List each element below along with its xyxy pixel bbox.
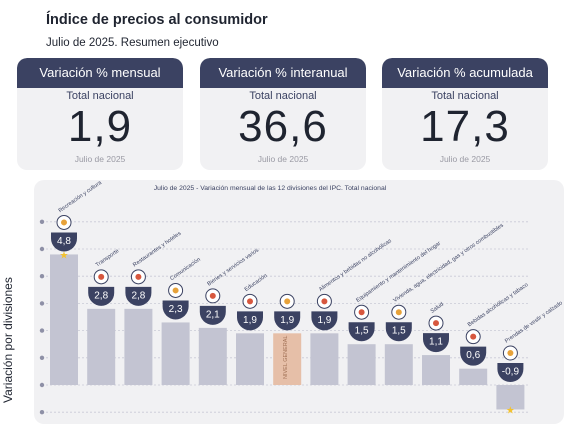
basket-icon-accent: [284, 298, 291, 305]
page-title: Índice de precios al consumidor: [46, 12, 268, 28]
phone-icon-accent: [172, 287, 179, 294]
bar: [124, 308, 153, 385]
bar: [198, 327, 227, 385]
card-monthly: Variación % mensual Total nacional 1,9 J…: [17, 58, 183, 170]
grid-tick: [39, 219, 45, 224]
value-label: 2,8: [94, 290, 108, 301]
category-label: Recreación y cultura: [58, 179, 104, 214]
bar: [236, 333, 264, 385]
car-icon-accent: [98, 273, 105, 280]
value-badge: [199, 305, 226, 325]
value-label: 4,8: [57, 236, 71, 247]
value-badge: [162, 300, 189, 320]
value-label: 2,8: [131, 290, 145, 301]
bar: [161, 322, 190, 385]
value-label: -0,9: [502, 367, 520, 378]
category-label: Restaurantes y hoteles: [132, 231, 182, 269]
grid-tick: [39, 274, 45, 279]
star-icon: ★: [60, 250, 69, 261]
value-label: 1,9: [243, 315, 257, 326]
book-icon-accent: [247, 298, 253, 305]
bar: [459, 368, 488, 385]
card-period: Julio de 2025: [439, 154, 491, 164]
grid-tick: [39, 301, 45, 306]
card-yearly: Variación % interanual Total nacional 36…: [200, 58, 366, 170]
bar: [422, 355, 450, 385]
card-value: 17,3: [420, 102, 510, 151]
value-label: 1,5: [392, 326, 406, 337]
value-label: 0,6: [466, 350, 480, 361]
grid-tick: [39, 246, 45, 252]
party-hat-icon-accent: [61, 219, 67, 226]
bar-inner-label: NIVEL GENERAL: [283, 335, 289, 379]
card-scope: Total nacional: [431, 90, 499, 102]
bar: [87, 308, 116, 385]
value-badge: [311, 311, 338, 331]
grid-tick: [39, 382, 45, 388]
card-title: Variación % mensual: [17, 58, 183, 88]
card-period: Julio de 2025: [257, 154, 309, 164]
category-label: Transporte: [95, 248, 120, 268]
value-badge: [423, 333, 449, 353]
value-label: 2,3: [169, 304, 183, 315]
value-label: 1,1: [429, 337, 443, 348]
bar: [50, 254, 78, 385]
bar: [347, 344, 376, 385]
star-icon: ★: [506, 405, 515, 416]
card-period: Julio de 2025: [74, 154, 126, 164]
bar: [496, 385, 525, 410]
bar: [384, 344, 413, 385]
bar: [273, 333, 302, 385]
value-badge: [51, 232, 77, 252]
value-badge: [348, 322, 375, 342]
pot-icon-accent: [358, 309, 365, 316]
card-scope: Total nacional: [249, 90, 317, 102]
basket-icon-accent: [321, 298, 328, 305]
value-label: 2,1: [206, 309, 220, 320]
dish-icon-accent: [135, 273, 142, 280]
bulb-icon-accent: [395, 309, 402, 316]
card-value: 1,9: [67, 102, 133, 151]
value-badge: [125, 286, 152, 306]
card-title: Variación % interanual: [200, 58, 366, 88]
bottle-icon-accent: [470, 333, 477, 340]
value-badge: [385, 322, 412, 342]
value-badge: [88, 286, 115, 306]
value-badge: [460, 346, 487, 366]
shirt-icon-accent: [507, 350, 514, 356]
value-badge: [274, 311, 301, 331]
card-title: Variación % acumulada: [382, 58, 548, 88]
value-label: 1,5: [355, 326, 369, 337]
card-scope: Total nacional: [66, 90, 134, 102]
health-cross-icon-accent: [433, 320, 439, 327]
chart-title: Julio de 2025 - Variación mensual de las…: [154, 185, 387, 192]
value-badge: [497, 363, 524, 383]
bar: [310, 333, 339, 385]
value-label: 1,9: [317, 315, 331, 326]
grid-tick: [39, 328, 45, 333]
category-label: Prendas de vestir y calzado: [504, 300, 564, 344]
category-label: Bebidas alcohólicas y tabaco: [467, 282, 530, 328]
grid-tick: [39, 410, 45, 415]
value-badge: [237, 311, 263, 331]
value-label: 1,9: [280, 315, 294, 326]
card-value: 36,6: [238, 102, 328, 151]
grid-tick: [39, 355, 45, 360]
category-label: Comunicación: [169, 257, 201, 282]
page-subtitle: Julio de 2025. Resumen ejecutivo: [46, 37, 219, 49]
scissors-icon-accent: [209, 292, 216, 299]
card-accumulated: Variación % acumulada Total nacional 17,…: [382, 58, 548, 170]
